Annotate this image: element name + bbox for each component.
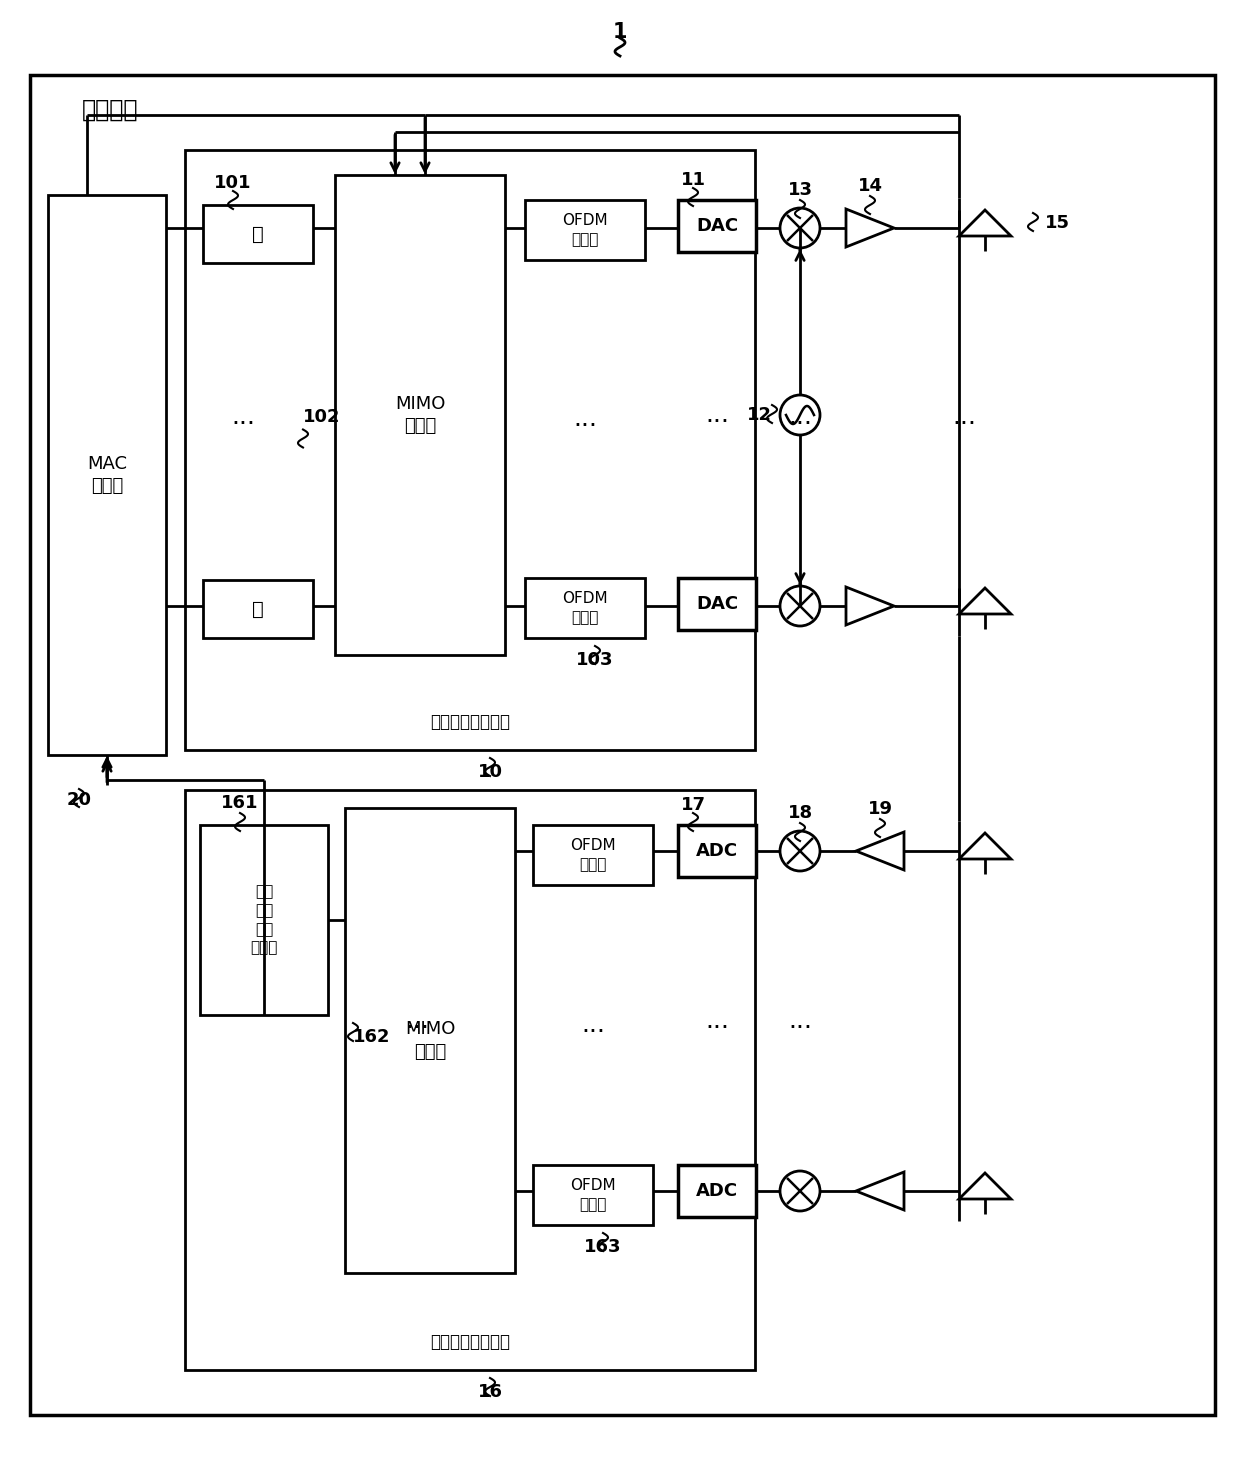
Bar [200, 825, 329, 1016]
Text: OFDM
处理部: OFDM 处理部 [570, 838, 616, 871]
Bar [533, 1166, 653, 1225]
Text: 流: 流 [252, 224, 264, 243]
Text: 13: 13 [787, 181, 812, 200]
Text: 18: 18 [787, 804, 812, 822]
Text: 10: 10 [477, 763, 502, 781]
Bar [48, 195, 166, 755]
Bar [678, 1166, 756, 1217]
Bar [678, 200, 756, 252]
Text: 19: 19 [868, 800, 893, 817]
Text: 161: 161 [221, 794, 259, 812]
Bar [525, 200, 645, 259]
Bar [525, 578, 645, 638]
Text: 103: 103 [577, 651, 614, 669]
Bar [203, 580, 312, 638]
Text: ...: ... [706, 404, 729, 427]
Bar [678, 578, 756, 629]
Bar [533, 825, 653, 884]
Text: 传输
路径
信息
提取部: 传输 路径 信息 提取部 [250, 884, 278, 956]
Text: 14: 14 [858, 176, 883, 195]
Text: ...: ... [405, 1010, 429, 1033]
Text: ...: ... [231, 405, 255, 428]
Text: 162: 162 [353, 1029, 391, 1046]
Text: 101: 101 [215, 173, 252, 192]
Text: OFDM
处理部: OFDM 处理部 [562, 213, 608, 246]
Text: 1: 1 [613, 22, 627, 42]
Text: 无线基站: 无线基站 [82, 98, 138, 122]
Text: 163: 163 [584, 1238, 621, 1256]
Text: 12: 12 [746, 407, 773, 424]
Text: OFDM
处理部: OFDM 处理部 [570, 1179, 616, 1212]
Text: ADC: ADC [696, 842, 738, 860]
Text: 20: 20 [67, 791, 92, 809]
Text: ...: ... [787, 405, 812, 428]
Text: 发送侧基带处理部: 发送侧基带处理部 [430, 712, 510, 731]
Text: 接收侧基带处理部: 接收侧基带处理部 [430, 1333, 510, 1351]
Bar [335, 175, 505, 656]
Text: 11: 11 [681, 170, 706, 189]
Text: 17: 17 [681, 796, 706, 814]
Text: ADC: ADC [696, 1182, 738, 1201]
Bar [678, 825, 756, 877]
Text: 流: 流 [252, 599, 264, 619]
Bar [345, 809, 515, 1273]
Text: 16: 16 [477, 1383, 502, 1402]
Bar [185, 790, 755, 1370]
Text: ...: ... [582, 1013, 605, 1037]
Bar [185, 150, 755, 750]
Text: 15: 15 [1045, 214, 1070, 232]
Text: DAC: DAC [696, 594, 738, 613]
Text: MIMO
处理部: MIMO 处理部 [404, 1020, 455, 1061]
Text: ...: ... [573, 407, 596, 431]
Text: 102: 102 [303, 408, 341, 425]
Text: ...: ... [787, 1010, 812, 1033]
Text: ...: ... [952, 405, 976, 428]
Text: OFDM
处理部: OFDM 处理部 [562, 592, 608, 625]
Text: ...: ... [706, 1010, 729, 1033]
Bar [203, 205, 312, 264]
Text: DAC: DAC [696, 217, 738, 235]
Text: MAC
处理部: MAC 处理部 [87, 455, 126, 495]
Text: MIMO
处理部: MIMO 处理部 [394, 395, 445, 436]
